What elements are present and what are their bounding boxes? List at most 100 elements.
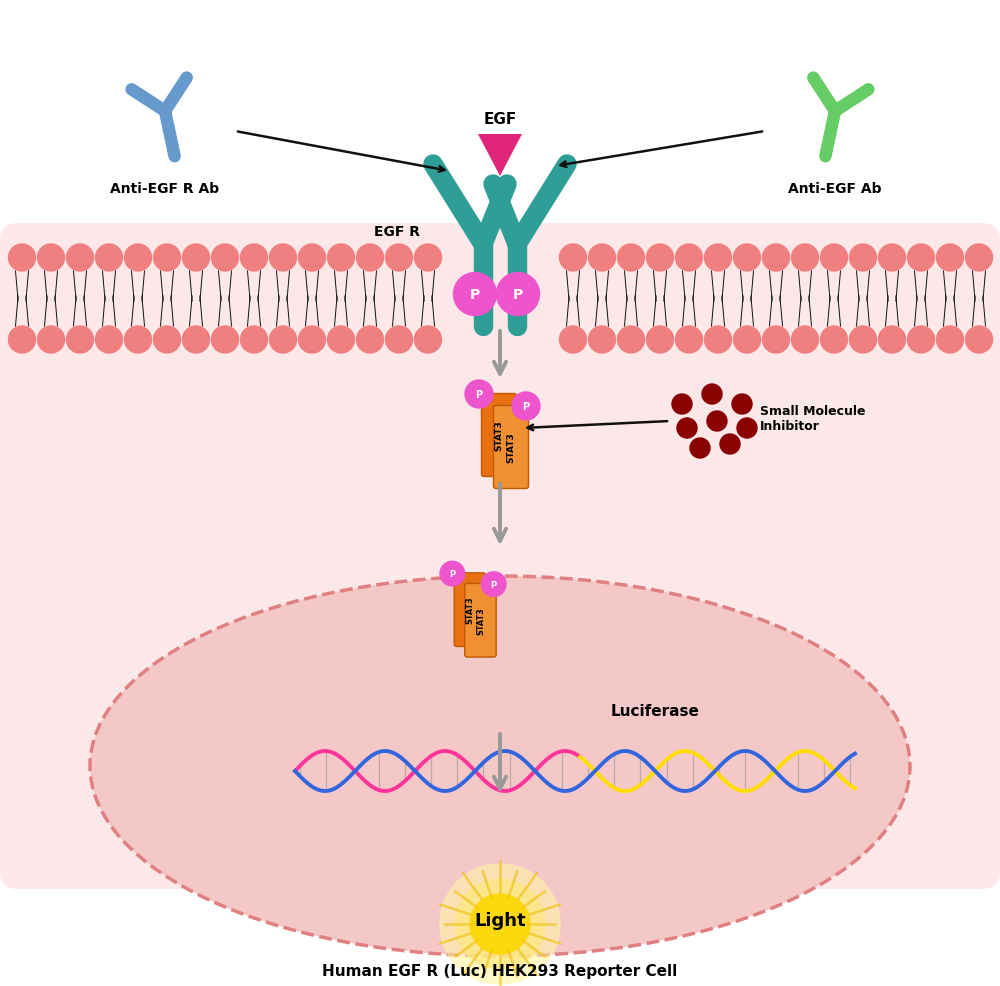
Text: Anti-EGF R Ab: Anti-EGF R Ab bbox=[110, 181, 220, 196]
Circle shape bbox=[299, 326, 326, 354]
Circle shape bbox=[737, 419, 757, 439]
Circle shape bbox=[734, 245, 761, 272]
Circle shape bbox=[299, 245, 326, 272]
Text: STAT3: STAT3 bbox=[465, 597, 474, 624]
Text: P: P bbox=[491, 580, 497, 589]
Text: Small Molecule
Inhibitor: Small Molecule Inhibitor bbox=[760, 404, 866, 433]
Circle shape bbox=[386, 326, 413, 354]
Circle shape bbox=[124, 245, 152, 272]
Circle shape bbox=[270, 245, 297, 272]
Circle shape bbox=[465, 381, 493, 408]
Circle shape bbox=[440, 562, 465, 587]
Ellipse shape bbox=[90, 577, 910, 956]
Circle shape bbox=[672, 394, 692, 414]
Circle shape bbox=[124, 326, 152, 354]
Circle shape bbox=[38, 245, 64, 272]
Text: P: P bbox=[475, 389, 483, 399]
Circle shape bbox=[183, 245, 210, 272]
Circle shape bbox=[676, 326, 702, 354]
Circle shape bbox=[720, 435, 740, 455]
Circle shape bbox=[792, 326, 819, 354]
Circle shape bbox=[154, 245, 181, 272]
Circle shape bbox=[850, 326, 877, 354]
Circle shape bbox=[415, 245, 442, 272]
Circle shape bbox=[588, 245, 616, 272]
Circle shape bbox=[212, 245, 239, 272]
Text: EGF: EGF bbox=[483, 111, 517, 127]
Circle shape bbox=[96, 245, 123, 272]
Circle shape bbox=[705, 326, 732, 354]
Circle shape bbox=[646, 326, 674, 354]
Circle shape bbox=[707, 411, 727, 432]
Text: Luciferase: Luciferase bbox=[611, 703, 699, 718]
Circle shape bbox=[481, 572, 506, 597]
Circle shape bbox=[646, 245, 674, 272]
Circle shape bbox=[455, 880, 545, 969]
FancyBboxPatch shape bbox=[465, 584, 496, 658]
Text: STAT3: STAT3 bbox=[495, 420, 504, 451]
Circle shape bbox=[560, 326, 586, 354]
Circle shape bbox=[241, 326, 268, 354]
Circle shape bbox=[440, 864, 560, 984]
Circle shape bbox=[879, 245, 906, 272]
Circle shape bbox=[8, 245, 36, 272]
Text: Light: Light bbox=[474, 911, 526, 929]
Circle shape bbox=[821, 245, 848, 272]
Text: Human EGF R (Luc) HEK293 Reporter Cell: Human EGF R (Luc) HEK293 Reporter Cell bbox=[322, 963, 678, 978]
Text: P: P bbox=[522, 401, 530, 411]
Circle shape bbox=[454, 273, 496, 317]
Text: STAT3: STAT3 bbox=[507, 432, 516, 462]
Circle shape bbox=[8, 326, 36, 354]
Circle shape bbox=[588, 326, 616, 354]
Circle shape bbox=[763, 245, 790, 272]
Text: P: P bbox=[513, 288, 523, 302]
Circle shape bbox=[690, 439, 710, 458]
Circle shape bbox=[618, 326, 644, 354]
Circle shape bbox=[763, 326, 790, 354]
Text: STAT3: STAT3 bbox=[476, 606, 485, 634]
Circle shape bbox=[702, 385, 722, 404]
Circle shape bbox=[560, 245, 586, 272]
Text: P: P bbox=[470, 288, 480, 302]
Circle shape bbox=[328, 245, 355, 272]
Circle shape bbox=[357, 326, 384, 354]
Circle shape bbox=[908, 245, 935, 272]
Circle shape bbox=[937, 245, 964, 272]
Circle shape bbox=[96, 326, 123, 354]
Circle shape bbox=[908, 326, 935, 354]
Circle shape bbox=[732, 394, 752, 414]
Circle shape bbox=[241, 245, 268, 272]
FancyBboxPatch shape bbox=[493, 406, 528, 489]
FancyBboxPatch shape bbox=[482, 394, 516, 477]
Circle shape bbox=[154, 326, 181, 354]
Circle shape bbox=[66, 245, 94, 272]
Circle shape bbox=[850, 245, 877, 272]
Circle shape bbox=[66, 326, 94, 354]
Circle shape bbox=[470, 894, 530, 954]
Circle shape bbox=[496, 273, 540, 317]
Circle shape bbox=[618, 245, 644, 272]
Circle shape bbox=[386, 245, 413, 272]
Circle shape bbox=[705, 245, 732, 272]
Circle shape bbox=[183, 326, 210, 354]
FancyBboxPatch shape bbox=[454, 573, 486, 647]
Text: Anti-EGF Ab: Anti-EGF Ab bbox=[788, 181, 882, 196]
Text: EGF R: EGF R bbox=[374, 225, 420, 239]
Circle shape bbox=[966, 326, 993, 354]
Circle shape bbox=[512, 392, 540, 421]
Circle shape bbox=[270, 326, 297, 354]
Circle shape bbox=[415, 326, 442, 354]
Text: P: P bbox=[449, 570, 455, 579]
Circle shape bbox=[212, 326, 239, 354]
Circle shape bbox=[734, 326, 761, 354]
Circle shape bbox=[328, 326, 355, 354]
Circle shape bbox=[677, 419, 697, 439]
Circle shape bbox=[821, 326, 848, 354]
Circle shape bbox=[676, 245, 702, 272]
FancyBboxPatch shape bbox=[0, 224, 1000, 889]
Circle shape bbox=[879, 326, 906, 354]
Circle shape bbox=[792, 245, 819, 272]
Circle shape bbox=[966, 245, 993, 272]
Circle shape bbox=[937, 326, 964, 354]
Circle shape bbox=[357, 245, 384, 272]
